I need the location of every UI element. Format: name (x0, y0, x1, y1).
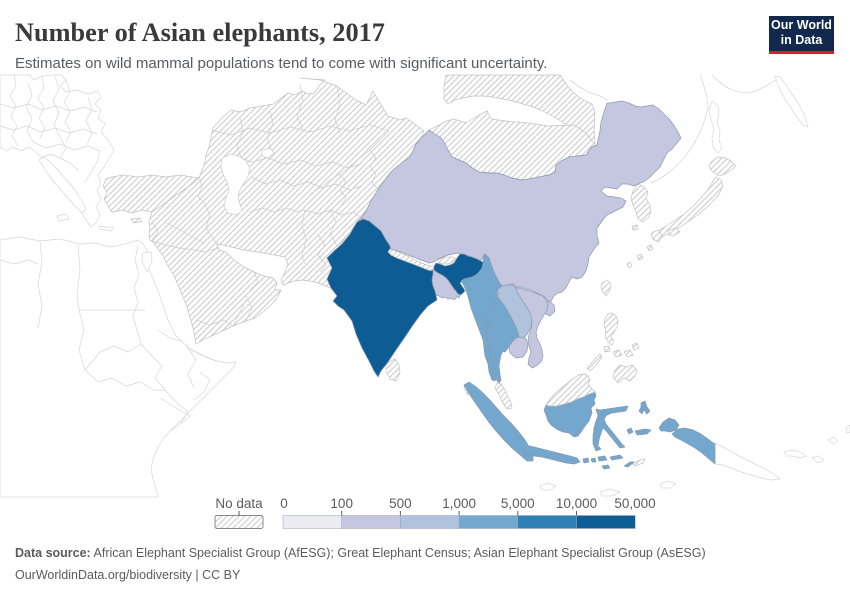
svg-text:No data: No data (215, 496, 263, 511)
svg-text:10,000: 10,000 (556, 496, 597, 511)
svg-text:100: 100 (330, 496, 353, 511)
svg-text:5,000: 5,000 (501, 496, 535, 511)
svg-text:0: 0 (280, 496, 288, 511)
svg-text:500: 500 (389, 496, 412, 511)
svg-text:50,000: 50,000 (614, 496, 655, 511)
svg-text:1,000: 1,000 (442, 496, 476, 511)
